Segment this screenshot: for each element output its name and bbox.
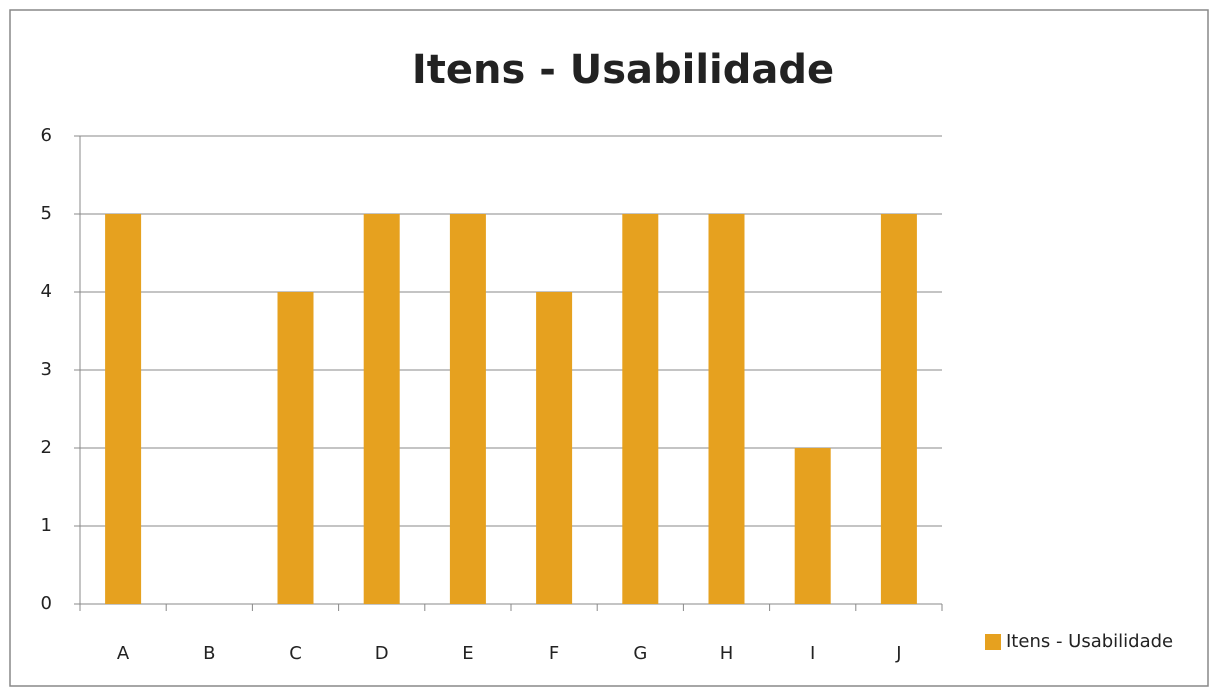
bar [536, 292, 573, 604]
bar [105, 214, 142, 604]
y-tick-label: 3 [41, 359, 52, 380]
x-tick-label: B [203, 643, 215, 664]
y-tick-label: 4 [41, 281, 52, 302]
bar [363, 214, 400, 604]
chart-title: Itens - Usabilidade [412, 47, 834, 93]
x-tick-label: I [810, 643, 815, 664]
chart-frame [9, 9, 1209, 687]
y-tick-label: 5 [41, 203, 52, 224]
x-tick-label: H [720, 643, 734, 664]
x-tick-label: J [895, 643, 901, 664]
x-tick-label: D [375, 643, 389, 664]
x-tick-label: C [289, 643, 302, 664]
y-tick-label: 6 [41, 125, 52, 146]
legend-label: Itens - Usabilidade [1006, 631, 1173, 652]
x-tick-label: A [117, 643, 130, 664]
x-tick-label: E [462, 643, 473, 664]
bar [277, 292, 314, 604]
y-tick-label: 0 [41, 593, 52, 614]
bar [622, 214, 659, 604]
x-tick-label: F [549, 643, 559, 664]
bar [449, 214, 486, 604]
bar [794, 448, 831, 604]
bar [880, 214, 917, 604]
legend-swatch [985, 634, 1001, 650]
x-tick-label: G [633, 643, 647, 664]
y-tick-label: 1 [41, 515, 52, 536]
bar [708, 214, 745, 604]
y-tick-label: 2 [41, 437, 52, 458]
